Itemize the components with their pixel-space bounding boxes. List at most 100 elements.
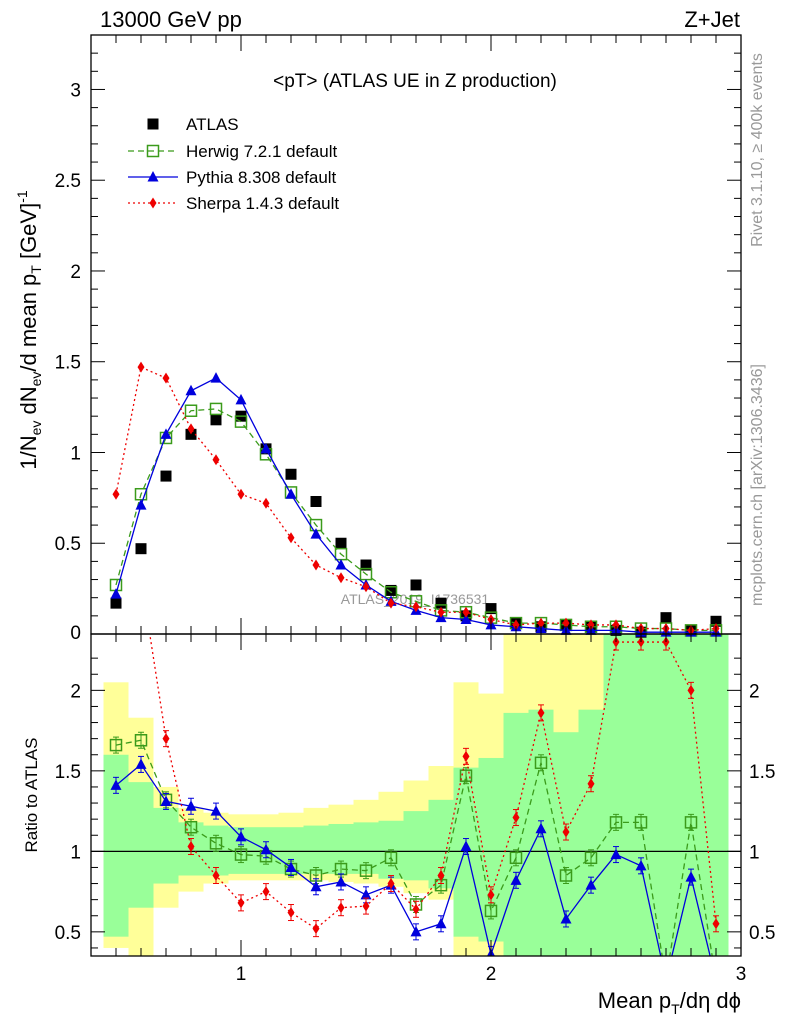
ratio-point xyxy=(537,707,545,719)
main-point xyxy=(260,442,272,454)
main-point xyxy=(435,597,447,609)
main-point xyxy=(587,619,595,631)
main-point xyxy=(462,606,470,618)
green-band-bin xyxy=(128,782,154,908)
ratio-point xyxy=(484,904,498,918)
main-point xyxy=(334,547,348,561)
legend-marker xyxy=(147,171,159,182)
main-point xyxy=(162,372,170,384)
ratio-point xyxy=(612,636,620,648)
main-point xyxy=(137,361,145,373)
main-point xyxy=(512,619,520,631)
x-axis-label: Mean pT/dη dϕ xyxy=(598,988,741,1017)
green-band-bin xyxy=(578,709,604,956)
main-point xyxy=(410,579,422,591)
main-point xyxy=(485,603,497,615)
ratio-point xyxy=(635,859,647,871)
legend-marker xyxy=(147,118,159,130)
main-point xyxy=(312,559,320,571)
ratio-point xyxy=(185,800,197,811)
ratio-point xyxy=(462,750,470,762)
green-band-bin xyxy=(153,807,179,884)
main-point xyxy=(135,499,147,510)
ratio-point xyxy=(712,918,720,930)
green-band-bin xyxy=(603,634,629,956)
svg-text:Mean pT/dη dϕ: Mean pT/dη dϕ xyxy=(598,988,741,1017)
main-ytick-label: 3 xyxy=(70,80,81,101)
main-ytick-label: 1 xyxy=(70,443,81,464)
ratio-point xyxy=(562,826,570,838)
main-point xyxy=(562,617,570,629)
main-point xyxy=(387,597,395,609)
ratio-point xyxy=(287,907,295,919)
ratio-ytick-label-right: 0.5 xyxy=(749,923,775,944)
ratio-xtick-label: 1 xyxy=(236,964,247,985)
ratio-ytick-label-right: 1.5 xyxy=(749,762,775,783)
ratio-point xyxy=(685,871,697,882)
main-point xyxy=(184,404,198,417)
main-point xyxy=(160,470,172,482)
ratio-point xyxy=(362,900,370,912)
main-point xyxy=(210,414,222,426)
main-point xyxy=(537,617,545,629)
ratio-point xyxy=(359,864,373,877)
ratio-point xyxy=(410,925,422,937)
main-point xyxy=(360,559,372,571)
main-point xyxy=(285,488,297,499)
ratio-point xyxy=(509,851,523,865)
ratio-xtick-label: 3 xyxy=(736,964,747,985)
ratio-uncertainty-bands xyxy=(103,634,729,956)
main-point xyxy=(160,428,172,439)
ratio-ytick-label-right: 2 xyxy=(749,681,760,702)
main-point xyxy=(212,454,220,466)
ratio-point xyxy=(610,848,622,860)
ratio-point xyxy=(387,878,395,890)
main-point xyxy=(412,601,420,613)
ratio-point xyxy=(234,848,248,861)
legend-marker xyxy=(146,144,160,158)
ratio-point xyxy=(162,733,170,745)
main-point xyxy=(110,588,122,599)
ratio-point xyxy=(460,840,472,852)
main-point xyxy=(310,495,322,507)
ratio-point xyxy=(587,778,595,790)
main-point xyxy=(210,372,222,383)
ratio-point xyxy=(384,851,398,865)
ratio-point xyxy=(662,636,670,648)
ratio-ytick-label-right: 1 xyxy=(749,842,760,863)
ratio-point xyxy=(110,779,122,790)
mcplots-label: mcplots.cern.ch [arXiv:1306.3436] xyxy=(749,364,766,606)
ratio-point xyxy=(637,636,645,648)
main-point xyxy=(285,468,297,480)
ratio-point xyxy=(260,843,272,855)
ratio-point xyxy=(585,879,597,890)
ratio-point xyxy=(512,812,520,824)
ratio-point xyxy=(335,875,347,887)
ratio-point xyxy=(337,902,345,914)
ratio-point xyxy=(184,820,198,834)
ratio-point xyxy=(435,917,447,929)
main-point xyxy=(385,584,397,596)
ratio-point xyxy=(584,851,598,865)
ratio-point xyxy=(160,795,172,806)
green-band-bin xyxy=(503,712,529,956)
main-point xyxy=(234,415,248,428)
ratio-point xyxy=(437,870,445,881)
main-point xyxy=(112,488,120,500)
main-point xyxy=(185,384,197,396)
main-point xyxy=(262,497,270,509)
ratio-ytick-label: 2 xyxy=(70,681,81,702)
ratio-point xyxy=(310,880,322,892)
main-point xyxy=(209,402,223,416)
main-series xyxy=(109,361,723,638)
legend-marker xyxy=(149,197,157,209)
main-point xyxy=(237,488,245,500)
main-series-herwig xyxy=(109,402,723,637)
main-point xyxy=(710,615,722,627)
main-point xyxy=(460,613,472,624)
ratio-point xyxy=(262,886,270,898)
ratio-ytick-label: 1 xyxy=(70,842,81,863)
main-ytick-label: 1.5 xyxy=(55,353,81,374)
main-point xyxy=(359,567,373,581)
